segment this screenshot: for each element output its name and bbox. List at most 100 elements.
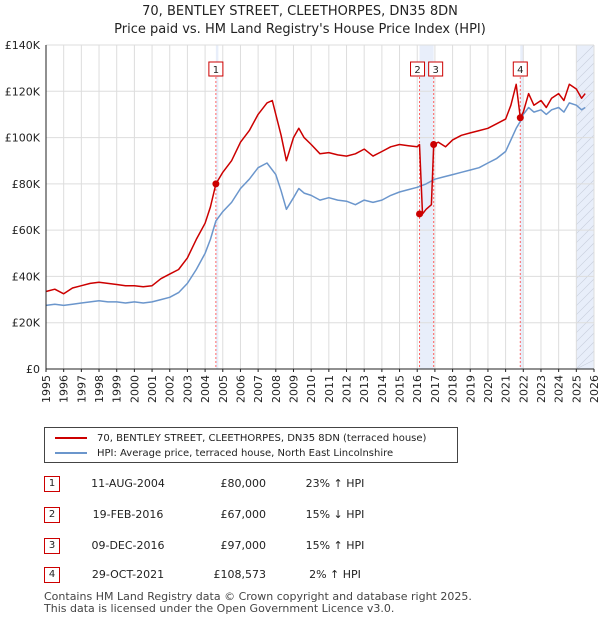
hatch-line — [576, 287, 595, 306]
x-tick-label: 2003 — [181, 375, 194, 403]
hatch-line — [576, 350, 595, 369]
legend-swatch-property — [55, 437, 87, 439]
hatch-line — [576, 170, 595, 189]
shaded-range — [419, 45, 434, 369]
hatch-line — [576, 161, 595, 180]
x-tick-label: 2022 — [517, 375, 530, 403]
x-tick-label: 2019 — [464, 375, 477, 403]
x-tick-label: 1999 — [111, 375, 124, 403]
hatch-line — [576, 305, 595, 324]
legend-swatch-hpi — [55, 452, 87, 454]
transaction-badge: 4 — [44, 567, 60, 583]
x-tick-label: 2021 — [500, 375, 513, 403]
x-tick-label: 2005 — [217, 375, 230, 403]
x-tick-label: 2025 — [570, 375, 583, 403]
chart-subtitle: Price paid vs. HM Land Registry's House … — [114, 22, 486, 37]
hatch-line — [576, 269, 595, 288]
hatch-line — [576, 314, 595, 333]
transaction-date: 29-OCT-2021 — [91, 568, 165, 581]
sale-label: 4 — [517, 65, 523, 76]
hatch-line — [576, 215, 595, 234]
hatch-line — [576, 233, 595, 252]
x-tick-label: 1997 — [75, 375, 88, 403]
x-tick-label: 2024 — [553, 375, 566, 403]
sale-label-box — [428, 61, 444, 77]
x-tick-label: 2016 — [411, 375, 424, 403]
sale-label: 3 — [432, 65, 438, 76]
hatch-line — [576, 116, 595, 135]
transaction-hpi-diff: 23% ↑ HPI — [305, 477, 365, 490]
transaction-price: £80,000 — [220, 477, 267, 490]
transaction-date: 11-AUG-2004 — [91, 477, 165, 490]
hatch-line — [576, 107, 595, 126]
hatch-line — [576, 179, 595, 198]
transaction-badge: 2 — [44, 507, 60, 523]
x-tick-label: 2001 — [146, 375, 159, 403]
y-tick-label: £0 — [26, 363, 40, 376]
transaction-price: £67,000 — [220, 508, 267, 521]
y-tick-label: £100K — [5, 132, 41, 145]
x-tick-label: 2013 — [358, 375, 371, 403]
legend-item-property: 70, BENTLEY STREET, CLEETHORPES, DN35 8D… — [55, 431, 426, 445]
hatch-line — [576, 224, 595, 243]
sale-point — [416, 210, 424, 218]
sale-point — [516, 114, 524, 122]
x-tick-label: 1998 — [93, 375, 106, 403]
hatch-line — [576, 71, 595, 90]
hatch-line — [576, 89, 595, 108]
y-tick-label: £20K — [12, 317, 41, 330]
y-tick-label: £40K — [12, 270, 41, 283]
transaction-price: £97,000 — [220, 539, 267, 552]
chart-title: 70, BENTLEY STREET, CLEETHORPES, DN35 8D… — [142, 4, 458, 19]
transaction-hpi-diff: 15% ↓ HPI — [305, 508, 365, 521]
hatch-line — [576, 80, 595, 99]
hatch-line — [576, 323, 595, 342]
x-tick-label: 2007 — [252, 375, 265, 403]
y-tick-label: £80K — [12, 178, 41, 191]
sale-label-box — [410, 61, 426, 77]
hatch-line — [576, 359, 595, 370]
hatch-line — [576, 260, 595, 279]
shaded-range — [215, 45, 219, 369]
transaction-hpi-diff: 15% ↑ HPI — [305, 539, 365, 552]
x-tick-label: 2008 — [270, 375, 283, 403]
x-tick-label: 2026 — [588, 375, 600, 403]
plot-area — [46, 45, 594, 369]
x-tick-label: 1996 — [58, 375, 71, 403]
transaction-badge: 1 — [44, 476, 60, 492]
transaction-badge: 3 — [44, 538, 60, 554]
x-tick-label: 2020 — [482, 375, 495, 403]
x-tick-label: 2002 — [164, 375, 177, 403]
sale-label-box — [208, 61, 224, 77]
chart-legend: 70, BENTLEY STREET, CLEETHORPES, DN35 8D… — [44, 427, 458, 463]
sale-label: 1 — [213, 65, 219, 76]
hatch-line — [576, 341, 595, 360]
x-tick-label: 2018 — [447, 375, 460, 403]
hatch-line — [576, 332, 595, 351]
y-tick-label: £140K — [5, 39, 41, 52]
transaction-date: 19-FEB-2016 — [92, 508, 164, 521]
transaction-hpi-diff: 2% ↑ HPI — [309, 568, 361, 581]
price-chart: 1 2 3 4 £0 £20K £40K £60K £80K £100K £120K £140K 199… — [5, 39, 600, 403]
x-tick-label: 2012 — [341, 375, 354, 403]
x-tick-label: 2010 — [305, 375, 318, 403]
hatch-line — [576, 278, 595, 297]
legend-item-hpi: HPI: Average price, terraced house, Nort… — [55, 446, 393, 460]
hatch-line — [576, 188, 595, 207]
hatch-line — [576, 44, 595, 63]
x-tick-label: 2011 — [323, 375, 336, 403]
legend-label-property: 70, BENTLEY STREET, CLEETHORPES, DN35 8D… — [97, 432, 427, 444]
hatch-line — [576, 296, 595, 315]
x-tick-label: 2015 — [394, 375, 407, 403]
hatch-line — [576, 242, 595, 261]
series-line — [45, 83, 586, 295]
x-tick-label: 2009 — [287, 375, 300, 403]
x-tick-label: 2000 — [128, 375, 141, 403]
sale-label-box — [512, 61, 528, 77]
hatch-line — [576, 206, 595, 225]
transaction-price: £108,573 — [213, 568, 267, 581]
hatch-line — [576, 125, 595, 144]
x-tick-label: 2023 — [535, 375, 548, 403]
x-tick-label: 2017 — [429, 375, 442, 403]
hatch-line — [576, 251, 595, 270]
